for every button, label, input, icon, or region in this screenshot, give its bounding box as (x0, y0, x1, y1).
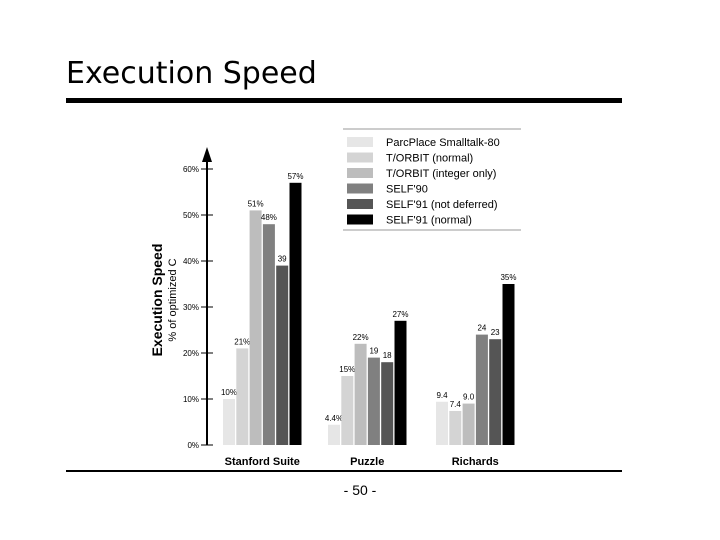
bar (236, 348, 249, 445)
bar-value-label: 9.0 (463, 393, 475, 402)
bar (381, 362, 394, 445)
bar-value-label: 57% (287, 172, 303, 181)
bar-value-label: 27% (392, 310, 408, 319)
bar-value-label: 21% (234, 337, 250, 346)
x-category-label: Richards (452, 456, 499, 468)
bar (489, 339, 502, 445)
y-tick-label: 20% (183, 349, 199, 358)
legend-swatch (347, 168, 373, 178)
bar-value-label: 18 (383, 351, 392, 360)
bar-value-label: 39 (278, 255, 287, 264)
bar (436, 401, 448, 445)
y-tick-label: 50% (183, 211, 199, 220)
legend-swatch (347, 214, 373, 225)
bar (289, 182, 302, 446)
bar (367, 357, 380, 445)
legend-swatch (347, 183, 373, 194)
title-rule (66, 98, 622, 103)
page-number: - 50 - (343, 482, 377, 498)
bar (262, 224, 275, 445)
legend-label: SELF'91 (normal) (386, 215, 472, 227)
legend-swatch (347, 199, 373, 209)
bar-value-label: 9.4 (436, 391, 448, 400)
y-tick-label: 60% (183, 165, 199, 174)
bar (502, 284, 515, 445)
y-tick-label: 0% (187, 441, 199, 450)
y-axis-title: Execution Speed (149, 244, 165, 357)
bar (276, 265, 289, 445)
slide-title: Execution Speed (66, 56, 317, 91)
bar-value-label: 4.4% (325, 414, 343, 423)
bar (462, 403, 475, 445)
bar (223, 399, 235, 445)
bar-value-label: 7.4 (450, 400, 462, 409)
bar (341, 376, 354, 445)
legend-swatch (347, 152, 373, 163)
bar (475, 334, 488, 445)
bar-value-label: 22% (353, 333, 369, 342)
y-tick-label: 30% (183, 303, 199, 312)
x-category-label: Stanford Suite (225, 456, 300, 468)
y-axis-arrow (202, 147, 212, 162)
legend-label: SELF'90 (386, 184, 428, 196)
bar (354, 343, 367, 445)
bar-value-label: 10% (221, 388, 237, 397)
bar-value-label: 19 (369, 347, 378, 356)
legend-swatch (347, 137, 373, 147)
y-tick-label: 10% (183, 395, 199, 404)
footer-rule (66, 470, 622, 472)
bar (249, 210, 262, 445)
x-category-label: Puzzle (350, 456, 384, 468)
bar-value-label: 48% (261, 213, 277, 222)
bar-value-label: 51% (248, 199, 264, 208)
legend-label: T/ORBIT (normal) (386, 153, 473, 165)
legend-label: T/ORBIT (integer only) (386, 168, 496, 180)
legend-label: SELF'91 (not deferred) (386, 199, 498, 211)
bar-value-label: 15% (339, 365, 355, 374)
bar-value-label: 23 (491, 328, 500, 337)
y-tick-label: 40% (183, 257, 199, 266)
bar-value-label: 35% (500, 273, 516, 282)
y-axis-subtitle: % of optimized C (167, 258, 179, 341)
bar (328, 424, 340, 445)
bar-value-label: 24 (477, 324, 486, 333)
legend-label: ParcPlace Smalltalk-80 (386, 137, 500, 149)
bar (394, 320, 407, 445)
bar (449, 410, 462, 445)
